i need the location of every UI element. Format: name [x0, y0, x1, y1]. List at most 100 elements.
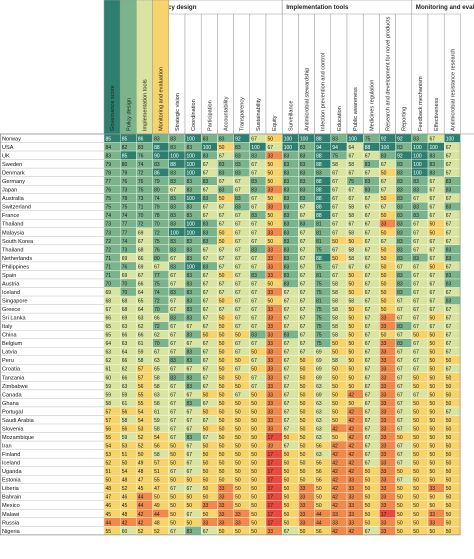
heat-cell-value: 67 — [446, 290, 452, 296]
heat-cell-value: 67 — [365, 452, 371, 458]
heat-cell-value: 67 — [365, 461, 371, 467]
heat-cell-value: 33 — [268, 392, 274, 398]
heat-cell-value: 48 — [122, 478, 128, 484]
heat-cell-value: 52 — [122, 486, 128, 492]
heat-cell-value: 83 — [187, 239, 193, 245]
heat-cell-value: 33 — [235, 520, 241, 526]
heat-cell-value: 33 — [381, 324, 387, 330]
heat-cell-value: 83 — [446, 247, 452, 253]
heat-cell-value: 50 — [154, 495, 160, 501]
heat-cell-value: 83 — [251, 153, 257, 159]
heat-cell-value: 83 — [300, 196, 306, 202]
heat-cell-value: 67 — [430, 188, 436, 194]
heat-cell-value: 83 — [284, 188, 290, 194]
heat-cell-value: 67 — [203, 256, 209, 262]
heat-cell-value: 67 — [365, 307, 371, 313]
heat-cell-value: 33 — [268, 230, 274, 236]
heat-cell-value: 70 — [154, 307, 160, 313]
heat-cell-value: 76 — [106, 188, 112, 194]
heat-cell-value: 50 — [235, 384, 241, 390]
heat-cell-value: 50 — [316, 495, 322, 501]
heat-cell-value: 53 — [122, 444, 128, 450]
heat-cell-value: 67 — [365, 444, 371, 450]
row-label: UK — [2, 153, 10, 159]
heat-cell-value: 44 — [138, 503, 144, 509]
heat-cell-value: 67 — [413, 196, 419, 202]
heat-cell-value: 67 — [365, 529, 371, 535]
heat-cell-value: 50 — [381, 196, 387, 202]
heat-cell-value: 42 — [122, 520, 128, 526]
heat-cell-value: 88 — [316, 205, 322, 211]
heat-cell-value: 50 — [413, 478, 419, 484]
row-label: Russia — [2, 520, 20, 526]
heat-cell-value: 67 — [413, 239, 419, 245]
heat-cell-value: 54 — [154, 435, 160, 441]
heat-cell-value: 88 — [365, 145, 371, 151]
heat-cell-value: 83 — [154, 162, 160, 168]
heat-cell-value: 83 — [381, 153, 387, 159]
heat-cell-value: 67 — [203, 384, 209, 390]
heat-cell-value: 50 — [349, 316, 355, 322]
heat-cell-value: 56 — [316, 529, 322, 535]
heat-cell-value: 67 — [235, 273, 241, 279]
heat-cell-value: 83 — [397, 324, 403, 330]
heat-cell-value: 50 — [235, 478, 241, 484]
heat-cell-value: 67 — [284, 358, 290, 364]
heat-cell-value: 94 — [332, 145, 338, 151]
heat-cell-value: 50 — [219, 418, 225, 424]
heat-cell-value: 50 — [349, 401, 355, 407]
heat-cell-value: 50 — [284, 435, 290, 441]
heat-cell-value: 58 — [349, 256, 355, 262]
heat-cell-value: 83 — [284, 333, 290, 339]
heat-cell-value: 85 — [122, 153, 128, 159]
heat-cell-value: 50 — [349, 358, 355, 364]
heat-cell-value: 100 — [251, 145, 260, 151]
heat-cell-value: 83 — [446, 256, 452, 262]
heat-cell-value: 57 — [106, 418, 112, 424]
heat-cell-value: 50 — [430, 409, 436, 415]
heat-cell-value: 33 — [268, 409, 274, 415]
heat-cell-value: 59 — [122, 392, 128, 398]
heat-cell-value: 67 — [219, 179, 225, 185]
heat-cell-value: 17 — [268, 495, 274, 501]
heat-cell-value: 78 — [122, 196, 128, 202]
heat-cell-value: 83 — [430, 153, 436, 159]
heat-cell-value: 67 — [235, 281, 241, 287]
heat-cell-value: 83 — [397, 341, 403, 347]
heat-cell-value: 67 — [284, 341, 290, 347]
heat-cell-value: 50 — [381, 290, 387, 296]
heat-cell-value: 59 — [138, 350, 144, 356]
heat-cell-value: 83 — [300, 171, 306, 177]
heat-cell-value: 66 — [138, 333, 144, 339]
heat-cell-value: 83 — [251, 188, 257, 194]
heat-cell-value: 83 — [219, 188, 225, 194]
heat-cell-value: 67 — [219, 256, 225, 262]
heat-cell-value: 67 — [349, 153, 355, 159]
heat-cell-value: 50 — [170, 452, 176, 458]
heat-cell-value: 67 — [138, 273, 144, 279]
heat-cell-value: 33 — [268, 375, 274, 381]
heat-cell-value: 55 — [138, 392, 144, 398]
heat-cell-value: 88 — [316, 179, 322, 185]
heat-cell-value: 83 — [300, 188, 306, 194]
heat-cell-value: 100 — [187, 171, 196, 177]
heat-cell-value: 100 — [349, 136, 358, 142]
column-header-label: Accountability — [224, 96, 230, 131]
heat-cell-value: 67 — [203, 247, 209, 253]
heat-cell-value: 50 — [349, 324, 355, 330]
heat-cell-value: 50 — [300, 401, 306, 407]
heat-cell-value: 67 — [187, 324, 193, 330]
heat-cell-value: 50 — [138, 452, 144, 458]
row-label: Ghana — [2, 401, 20, 407]
heat-cell-value: 67 — [235, 307, 241, 313]
heat-cell-value: 83 — [187, 384, 193, 390]
heat-cell-value: 83 — [187, 179, 193, 185]
heat-cell-value: 76 — [122, 179, 128, 185]
heat-cell-value: 66 — [138, 281, 144, 287]
heat-cell-value: 50 — [203, 486, 209, 492]
heat-cell-value: 50 — [219, 316, 225, 322]
heat-cell-value: 67 — [365, 264, 371, 270]
heat-cell-value: 50 — [219, 358, 225, 364]
heat-cell-value: 65 — [154, 367, 160, 373]
heat-cell-value: 83 — [397, 247, 403, 253]
